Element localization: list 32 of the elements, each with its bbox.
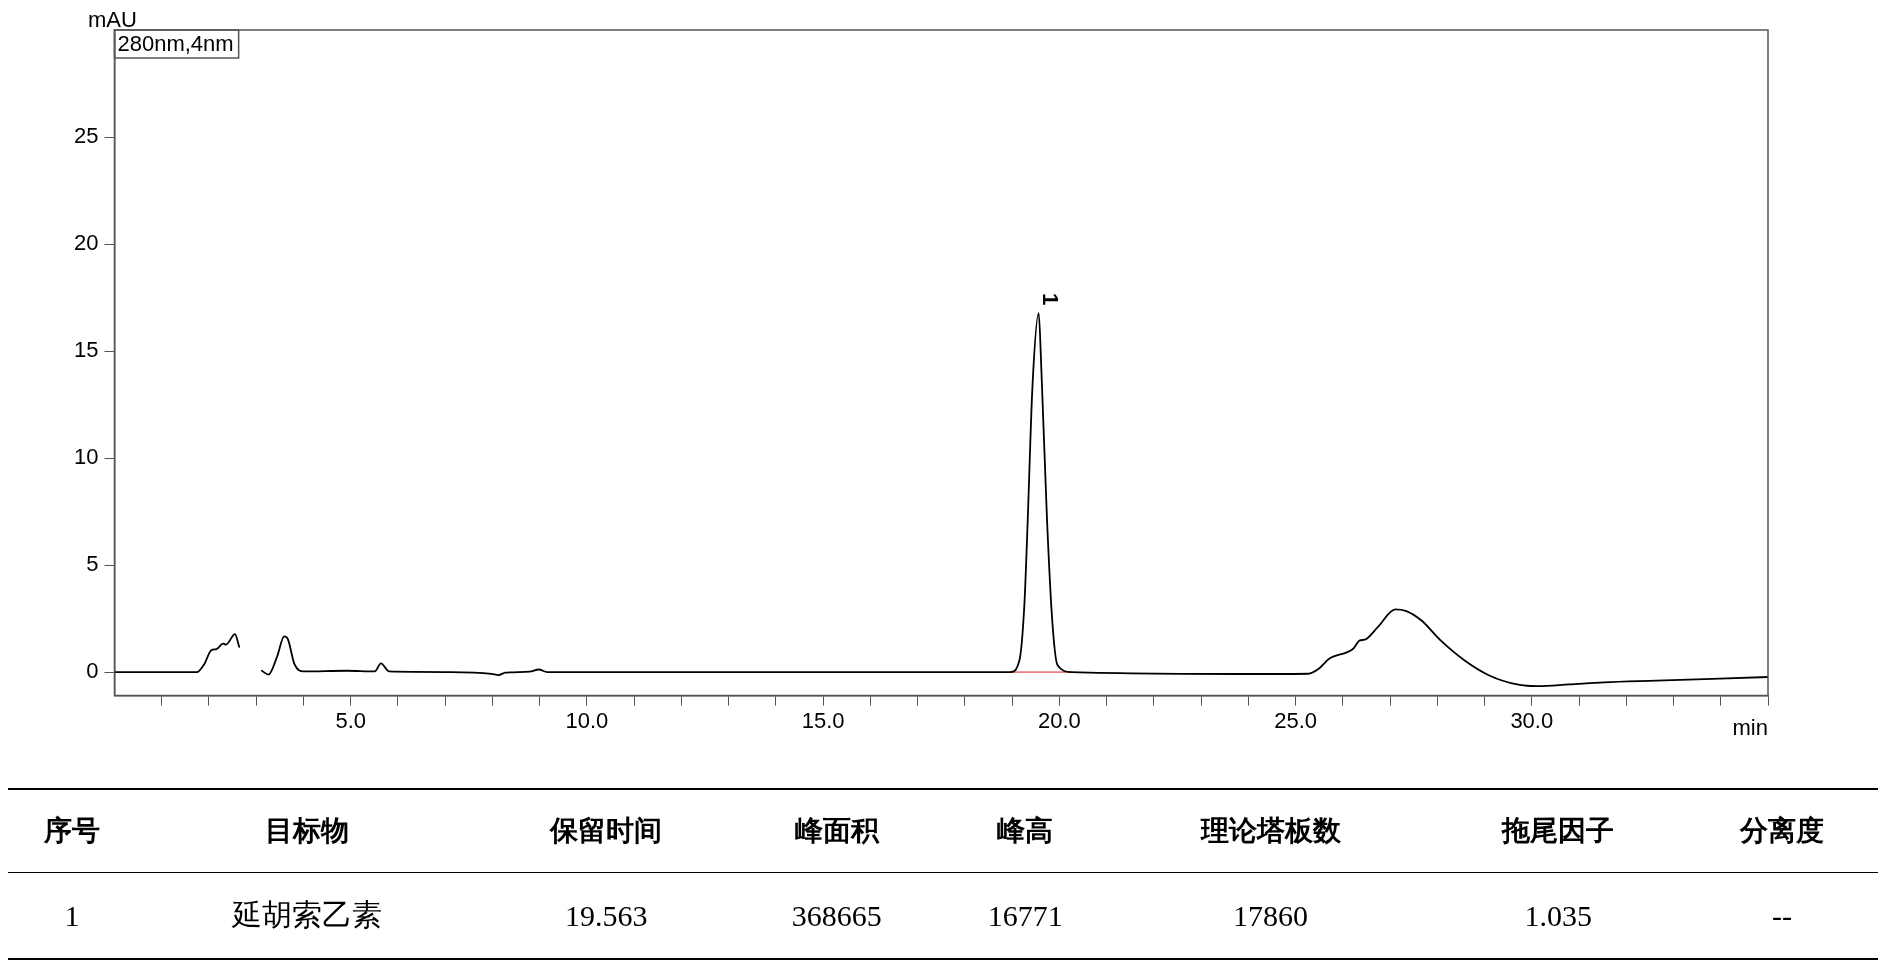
y-tick-label: 5 [86,551,99,577]
text: -- [1771,897,1794,934]
y-tick-label: 15 [73,337,99,363]
text: 目标物 [135,789,479,873]
text: 理论塔板数 [1110,789,1431,873]
text: 峰高 [939,789,1111,873]
text: 保留时间 [478,789,735,873]
x-tick-label: 20.0 [1037,707,1081,733]
text: 分离度 [1686,789,1878,873]
text: 17860 [1232,897,1310,934]
y-tick-label: 0 [86,658,99,684]
text: 序号 [8,789,136,873]
annotation: 280nm,4nm [117,31,234,57]
text: 1.035 [1523,897,1594,934]
text: 延胡索乙素 [231,897,384,933]
y-tick-label: 25 [73,123,99,149]
y-tick-label: 10 [73,444,99,470]
text: 16771 [986,897,1064,934]
x-tick-label: 25.0 [1274,707,1317,733]
text: 峰面积 [734,789,940,873]
x-tick-label: 5.0 [335,707,366,733]
x-axis-title: min [1732,714,1768,740]
text: 1 [63,897,81,934]
text: 19.563 [563,897,649,934]
y-axis-title: mAU [88,7,137,33]
x-tick-label: 30.0 [1510,707,1554,733]
text: 368665 [790,897,883,934]
x-tick-label: 10.0 [565,707,609,733]
annotation: 1 [1037,293,1063,306]
text: 拖尾因子 [1430,789,1687,873]
y-tick-label: 20 [73,230,99,256]
x-tick-label: 15.0 [801,707,845,733]
